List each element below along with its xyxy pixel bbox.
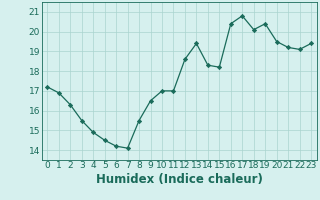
X-axis label: Humidex (Indice chaleur): Humidex (Indice chaleur): [96, 173, 263, 186]
